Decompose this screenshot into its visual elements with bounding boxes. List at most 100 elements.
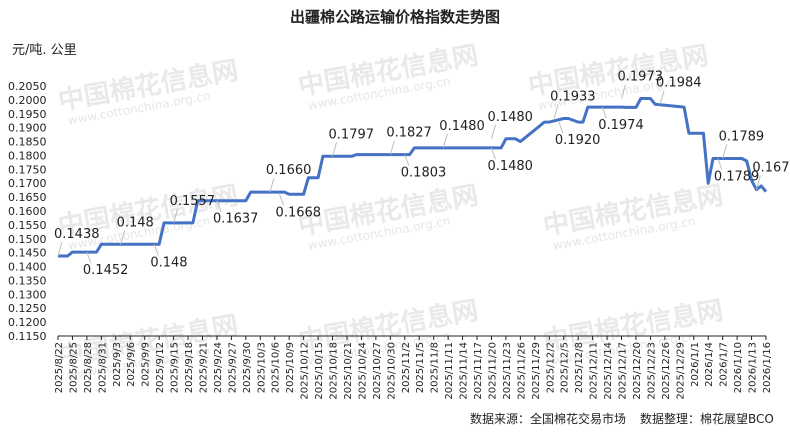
data-label-leader	[621, 84, 626, 99]
y-tick-label: 0.1150	[8, 330, 47, 343]
x-axis: 2025/8/22 2025/8/25 2025/8/28 2025/8/31 2025…	[54, 336, 773, 400]
y-tick-label: 0.1200	[8, 316, 47, 329]
data-label-leader	[601, 106, 607, 119]
x-tick-label: 2025/10/27	[372, 342, 383, 400]
x-tick-label: 2025/8/31	[97, 342, 108, 393]
data-label: 0.1984	[656, 75, 702, 90]
y-tick-label: 0.1350	[8, 274, 47, 287]
x-tick-label: 2025/11/5	[415, 342, 426, 393]
y-axis: 0.11500.12000.12500.13000.13500.14000.14…	[8, 80, 47, 343]
y-tick-label: 0.1400	[8, 261, 47, 274]
x-tick-label: 2025/10/18	[329, 342, 340, 400]
x-tick-label: 2025/9/27	[227, 342, 238, 393]
x-tick-label: 2025/9/21	[198, 342, 209, 393]
data-labels: 0.1438 0.1452 0.148 0.148 0.1557 0.1637 0.1660…	[54, 70, 790, 279]
data-label: 0.1480	[487, 159, 532, 174]
data-label-leader	[86, 251, 92, 264]
data-label: 0.1827	[386, 126, 432, 141]
data-label: 0.1480	[439, 119, 485, 134]
y-tick-label: 0.1750	[8, 163, 47, 176]
x-tick-label: 2025/9/9	[141, 342, 152, 387]
x-tick-label: 2025/8/25	[68, 342, 79, 393]
x-tick-label: 2025/10/30	[386, 342, 397, 400]
x-tick-label: 2025/11/2	[401, 342, 412, 393]
x-tick-label: 2025/9/15	[170, 342, 181, 393]
x-tick-label: 2025/11/17	[473, 342, 484, 400]
data-label: 0.1933	[550, 90, 596, 105]
footer-compiler: 数据整理：棉花展望BCO	[640, 411, 774, 426]
x-tick-label: 2025/12/11	[589, 342, 600, 400]
data-label: 0.148	[150, 255, 187, 270]
y-tick-label: 0.2050	[8, 80, 47, 93]
x-tick-label: 2025/12/5	[560, 342, 571, 393]
y-tick-label: 0.1650	[8, 191, 47, 204]
y-tick-label: 0.1900	[8, 122, 47, 135]
data-label: 0.1452	[83, 263, 128, 278]
y-tick-label: 0.2000	[8, 94, 47, 107]
data-label: 0.1480	[487, 110, 532, 125]
data-label: 0.1974	[598, 118, 644, 133]
y-tick-label: 0.1800	[8, 149, 47, 162]
y-tick-label: 0.1850	[8, 136, 47, 149]
data-label: 0.1637	[213, 212, 259, 227]
x-tick-label: 2025/12/8	[574, 342, 585, 393]
y-tick-label: 0.1300	[8, 288, 47, 301]
x-tick-label: 2025/11/26	[516, 342, 527, 400]
data-label-leader	[332, 142, 338, 157]
x-tick-label: 2026/1/13	[748, 342, 759, 393]
x-tick-label: 2025/9/3	[112, 342, 123, 387]
data-label: 0.1557	[170, 194, 216, 209]
data-label-leader	[442, 133, 448, 149]
x-tick-label: 2025/12/23	[646, 342, 657, 400]
x-tick-label: 2026/1/10	[733, 342, 744, 393]
x-tick-label: 2025/10/24	[357, 342, 368, 400]
x-tick-label: 2025/11/11	[444, 342, 455, 400]
x-tick-label: 2026/1/4	[704, 342, 715, 387]
data-label-leader	[153, 244, 159, 256]
chart-title: 出疆棉公路运输价格指数走势图	[290, 8, 500, 26]
data-label: 0.1668	[276, 205, 322, 220]
x-tick-label: 2025/9/6	[126, 342, 137, 387]
x-tick-label: 2025/10/9	[285, 342, 296, 393]
data-label-leader	[717, 158, 723, 170]
y-tick-label: 0.1600	[8, 205, 47, 218]
x-tick-label: 2025/12/29	[675, 342, 686, 400]
data-label-leader	[216, 200, 222, 212]
x-tick-label: 2025/9/12	[155, 342, 166, 393]
data-label: 0.1789	[714, 170, 760, 185]
data-label-leader	[755, 175, 761, 190]
data-label: 0.1973	[618, 70, 664, 85]
x-tick-label: 2025/12/26	[661, 342, 672, 400]
series-line	[58, 97, 768, 258]
y-tick-label: 0.1950	[8, 108, 47, 121]
data-label: 0.1920	[555, 133, 601, 148]
series-layer	[58, 97, 768, 258]
x-tick-label: 2025/11/23	[502, 342, 513, 400]
data-label: 0.1803	[401, 166, 447, 181]
x-tick-label: 2026/1/1	[690, 342, 701, 387]
x-tick-label: 2025/12/14	[603, 342, 614, 400]
data-label-leader	[269, 177, 275, 193]
data-label-leader	[404, 154, 410, 166]
x-tick-label: 2025/10/6	[271, 342, 282, 393]
x-tick-label: 2025/10/12	[300, 342, 311, 400]
x-tick-label: 2025/9/24	[213, 342, 224, 393]
data-label: 0.148	[117, 215, 154, 230]
data-label-leader	[389, 140, 395, 155]
x-tick-label: 2025/8/22	[54, 342, 65, 393]
x-tick-label: 2025/11/14	[459, 342, 470, 400]
data-label-leader	[173, 208, 179, 224]
y-tick-label: 0.1550	[8, 219, 47, 232]
data-label: 0.1677	[752, 161, 790, 176]
x-tick-label: 2026/1/7	[719, 342, 730, 387]
data-label-leader	[722, 144, 728, 159]
y-tick-label: 0.1500	[8, 233, 47, 246]
data-label: 0.1789	[719, 130, 765, 145]
data-label-leader	[490, 147, 496, 160]
